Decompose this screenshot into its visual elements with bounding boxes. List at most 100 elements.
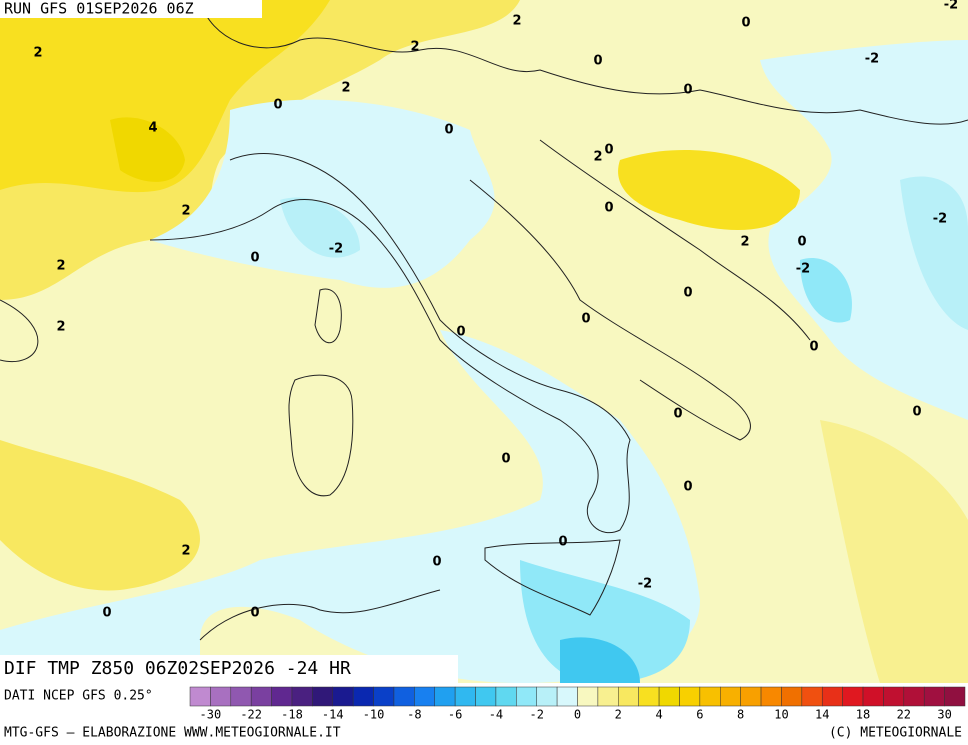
contour-label: 0 (581, 312, 590, 327)
colorbar-tick-label: 18 (856, 708, 870, 722)
coastline (149, 153, 631, 534)
coastline (469, 179, 751, 441)
contour-label: 2 (181, 544, 190, 559)
contour-label: 0 (432, 555, 441, 570)
contour-label: -2 (865, 52, 879, 67)
credit: MTG-GFS — ELABORAZIONE WWW.METEOGIORNALE… (4, 726, 341, 741)
colorbar-swatch (495, 686, 517, 707)
colorbar-swatch (189, 686, 211, 707)
contour-label: 2 (33, 46, 42, 61)
cold-core (560, 637, 640, 683)
colorbar-swatch (373, 686, 395, 707)
colorbar-tick-label: 14 (815, 708, 829, 722)
corsica (314, 288, 342, 343)
contour-label: 0 (444, 123, 453, 138)
contour-label: 2 (341, 81, 350, 96)
colorbar-tick-label: -18 (281, 708, 303, 722)
colorbar-swatch (720, 686, 741, 707)
contour-label: -2 (933, 212, 947, 227)
colorbar-swatch (862, 686, 884, 707)
colorbar-tick-label: -10 (363, 708, 385, 722)
colorbar-swatch (312, 686, 334, 707)
colorbar-tick-label: 30 (937, 708, 951, 722)
contour-label: 2 (593, 150, 602, 165)
border (0, 299, 441, 641)
colorbar-swatch (271, 686, 293, 707)
contour-label: 4 (148, 121, 157, 136)
colorbar-tick-label: 6 (696, 708, 703, 722)
colorbar-tick-label: -30 (200, 708, 222, 722)
cool-core (900, 176, 968, 330)
colorbar-swatch (516, 686, 537, 707)
colorbar-swatch (658, 686, 680, 707)
warm-core (110, 117, 185, 182)
colorbar-swatch (332, 686, 354, 707)
contour-label: 0 (593, 54, 602, 69)
contour-label: 0 (273, 98, 282, 113)
colorbar-swatch (699, 686, 721, 707)
contour-label: 0 (604, 143, 613, 158)
colorbar: -30 -22 -18 -14 -10 -8 -6 -4 -2 0 2 4 6 8 10 14 18 22 30 (189, 686, 966, 722)
contour-label: -2 (796, 262, 810, 277)
colorbar-swatch (250, 686, 272, 707)
contour-label: 0 (683, 480, 692, 495)
colorbar-swatch (536, 686, 558, 707)
colorbar-swatch (597, 686, 619, 707)
colorbar-swatch (679, 686, 701, 707)
contour-label: 0 (912, 405, 921, 420)
contour-label: 0 (797, 235, 806, 250)
colorbar-swatch (414, 686, 435, 707)
warm-area (820, 420, 968, 683)
colorbar-tick-label: -8 (407, 708, 421, 722)
colorbar-swatch (556, 686, 578, 707)
sardinia (288, 374, 354, 497)
contour-label: 0 (741, 16, 750, 31)
colorbar-swatch (291, 686, 313, 707)
colorbar-tick-label: -4 (489, 708, 503, 722)
colorbar-tick-label: 0 (574, 708, 581, 722)
contour-label: 2 (410, 40, 419, 55)
contour-label: -2 (944, 0, 958, 13)
colorbar-swatch (475, 686, 497, 707)
contour-label: 0 (456, 325, 465, 340)
colorbar-tick-label: 10 (774, 708, 788, 722)
colorbar-tick-label: 22 (897, 708, 911, 722)
contour-label: -2 (638, 577, 652, 592)
colorbar-swatch (944, 686, 966, 707)
warm-area (0, 0, 330, 193)
warm-area (618, 150, 800, 230)
contour-label: 2 (56, 320, 65, 335)
contour-label: 0 (604, 201, 613, 216)
colorbar-tick-label: -22 (240, 708, 262, 722)
sicily (484, 539, 621, 616)
colorbar-swatch (618, 686, 639, 707)
colorbar-swatch (454, 686, 476, 707)
contour-label: 0 (683, 286, 692, 301)
contour-label: 2 (56, 259, 65, 274)
colorbar-tick-label: -2 (529, 708, 543, 722)
colorbar-swatch (352, 686, 374, 707)
colorbar-swatch (801, 686, 823, 707)
contour-label: 2 (512, 14, 521, 29)
contour-label: 0 (558, 535, 567, 550)
cool-core (280, 197, 360, 258)
field-box (0, 655, 458, 683)
border (199, 0, 968, 125)
colorbar-swatch (740, 686, 762, 707)
header-box (0, 0, 262, 18)
colorbar-swatch (842, 686, 864, 707)
run-title: RUN GFS 01SEP2026 06Z (4, 0, 194, 18)
colorbar-tick-label: 8 (737, 708, 744, 722)
cool-area (150, 99, 495, 288)
cool-area (760, 40, 968, 420)
source: DATI NCEP GFS 0.25° (4, 689, 153, 704)
contour-label: 0 (102, 606, 111, 621)
colorbar-swatch (903, 686, 925, 707)
contour-label: 2 (181, 204, 190, 219)
colorbar-swatch (883, 686, 905, 707)
colorbar-swatch (434, 686, 456, 707)
field-title: DIF TMP Z850 06Z02SEP2026 -24 HR (4, 658, 351, 679)
colorbar-swatch (923, 686, 945, 707)
